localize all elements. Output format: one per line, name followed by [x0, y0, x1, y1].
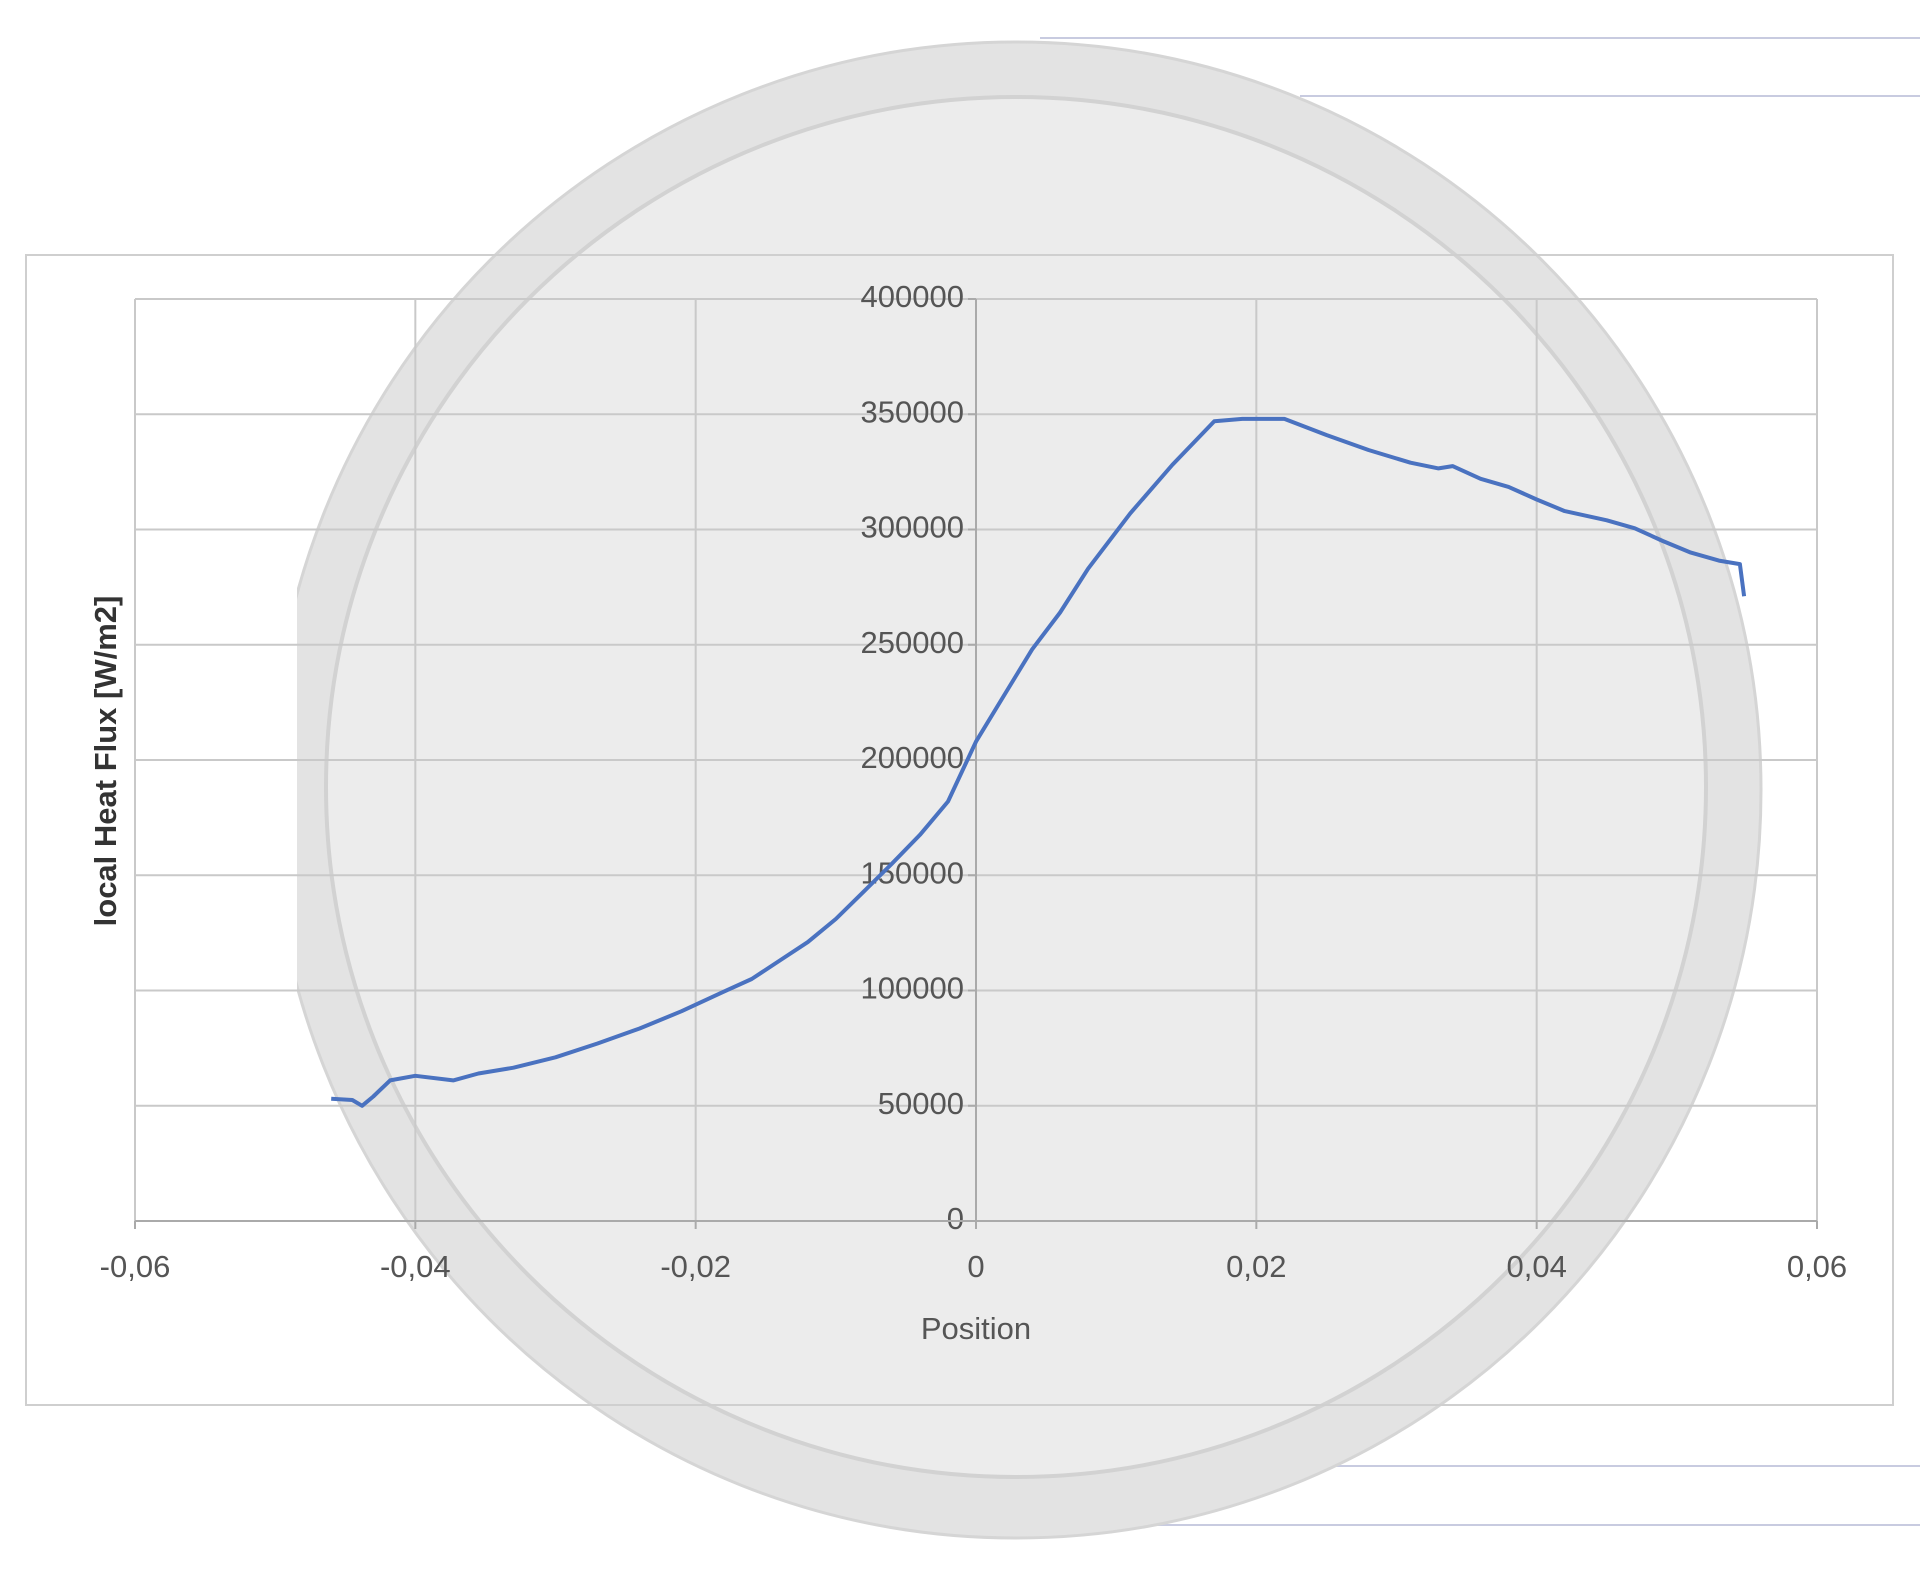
x-tick-label: 0,02: [1226, 1249, 1286, 1284]
x-tick-label: 0: [967, 1249, 984, 1284]
x-tick-label: 0,04: [1506, 1249, 1566, 1284]
plot-area: 0 50000 100000 150000 200000 250000 300000 3500…: [100, 279, 1848, 1284]
y-tick-label: 0: [947, 1201, 964, 1236]
y-tick-label: 200000: [861, 740, 964, 775]
chart-frame: [25, 254, 1894, 1406]
y-axis-title: local Heat Flux [W/m2]: [88, 596, 123, 927]
background-circle: [324, 95, 1708, 1479]
x-axis-title: Position: [921, 1311, 1031, 1346]
y-tick-label: 300000: [861, 510, 964, 545]
y-tick-label: 100000: [861, 971, 964, 1006]
y-tick-label: 400000: [861, 279, 964, 314]
y-tick-label: 150000: [861, 855, 964, 890]
y-tick-label: 50000: [878, 1086, 964, 1121]
x-tick-label: 0,06: [1787, 1249, 1847, 1284]
data-line: [331, 416, 1747, 1108]
y-tick-label: 250000: [861, 625, 964, 660]
x-tick-label: -0,02: [660, 1249, 731, 1284]
y-tick-label: 350000: [861, 394, 964, 429]
x-tick-label: -0,06: [100, 1249, 171, 1284]
x-tick-label: -0,04: [380, 1249, 451, 1284]
